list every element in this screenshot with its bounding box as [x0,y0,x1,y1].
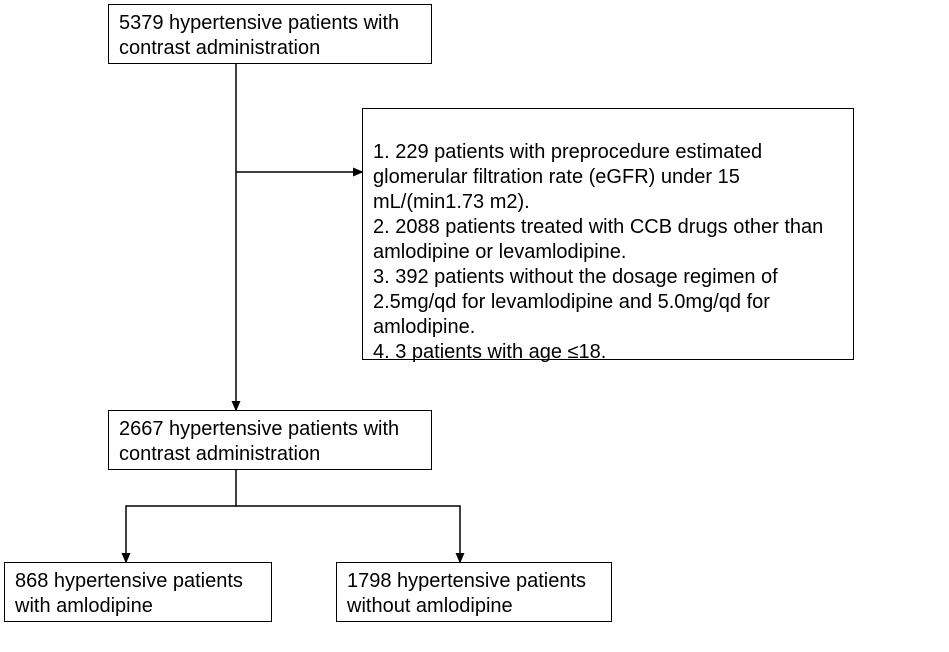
node-exclusion-text: 1. 229 patients with preprocedure estima… [373,141,823,363]
node-exclusion: 1. 229 patients with preprocedure estima… [362,108,854,360]
node-filtered-text: 2667 hypertensive patients with contrast… [119,418,399,465]
node-arm-amlo-text: 868 hypertensive patients with amlodipin… [15,570,243,617]
node-arm-amlo: 868 hypertensive patients with amlodipin… [4,562,272,622]
node-start: 5379 hypertensive patients with contrast… [108,4,432,64]
flowchart-canvas: 5379 hypertensive patients with contrast… [0,0,949,652]
node-arm-noamlo: 1798 hypertensive patients without amlod… [336,562,612,622]
node-arm-noamlo-text: 1798 hypertensive patients without amlod… [347,570,586,617]
node-start-text: 5379 hypertensive patients with contrast… [119,12,399,59]
edge-filtered-arm-amlo [126,470,236,562]
edge-filtered-arm-noamlo [236,506,460,562]
node-filtered: 2667 hypertensive patients with contrast… [108,410,432,470]
